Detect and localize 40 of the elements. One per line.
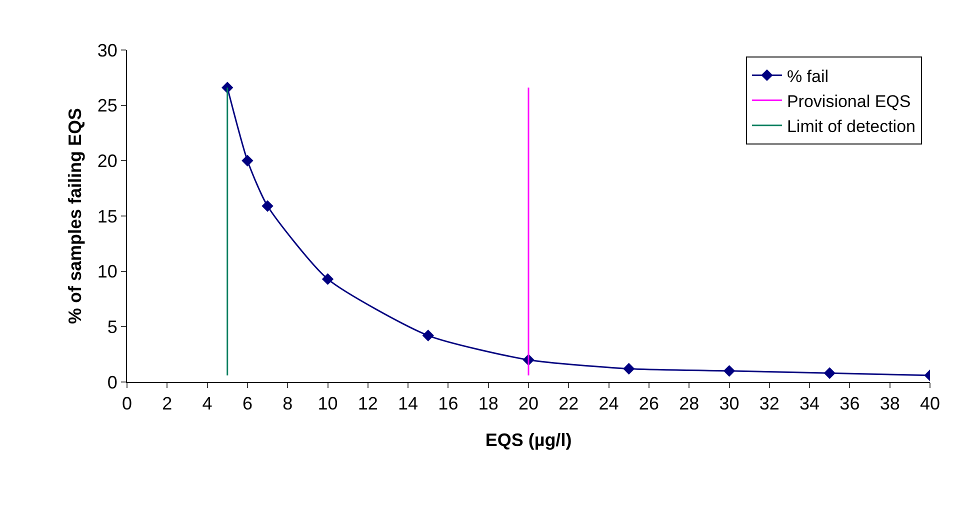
x-tick-label: 24 <box>598 394 619 414</box>
x-tick-label: 30 <box>719 394 740 414</box>
x-tick-label: 36 <box>840 394 860 414</box>
point <box>422 330 434 342</box>
legend-label: Provisional EQS <box>786 92 911 111</box>
x-tick-label: 18 <box>478 394 498 414</box>
x-tick-label: 14 <box>398 394 418 414</box>
y-tick-label: 15 <box>97 206 118 226</box>
x-tick-label: 8 <box>282 394 293 414</box>
x-tick-label: 6 <box>242 394 252 414</box>
y-tick-label: 5 <box>107 316 118 337</box>
y-axis-title: % of samples failing EQS <box>65 108 85 324</box>
x-tick-label: 40 <box>920 394 940 414</box>
point <box>824 367 836 379</box>
x-tick-label: 32 <box>759 394 780 414</box>
y-tick-label: 25 <box>97 96 118 116</box>
point <box>623 362 635 375</box>
y-tick-label: 0 <box>107 372 118 392</box>
point <box>242 154 254 167</box>
y-tick-label: 10 <box>97 262 118 282</box>
x-tick-label: 0 <box>122 394 132 414</box>
y-tick-label: 30 <box>97 40 118 60</box>
x-tick-label: 12 <box>358 394 378 414</box>
point <box>723 365 736 377</box>
x-tick-label: 4 <box>202 394 212 414</box>
point <box>322 273 334 285</box>
legend-label: % fail <box>786 66 829 86</box>
legend-label: Limit of detection <box>786 117 916 136</box>
x-tick-label: 28 <box>679 394 700 414</box>
x-tick-label: 2 <box>162 394 172 414</box>
x-tick-label: 26 <box>638 394 659 414</box>
x-axis-title: EQS (µg/l) <box>485 430 572 450</box>
x-tick-label: 22 <box>558 394 579 414</box>
x-tick-label: 20 <box>518 394 539 414</box>
point <box>262 200 274 212</box>
x-tick-label: 10 <box>318 394 338 414</box>
x-tick-label: 34 <box>800 394 820 414</box>
y-tick-label: 20 <box>97 150 118 171</box>
x-tick-label: 38 <box>880 394 900 414</box>
x-tick-label: 16 <box>438 394 458 414</box>
